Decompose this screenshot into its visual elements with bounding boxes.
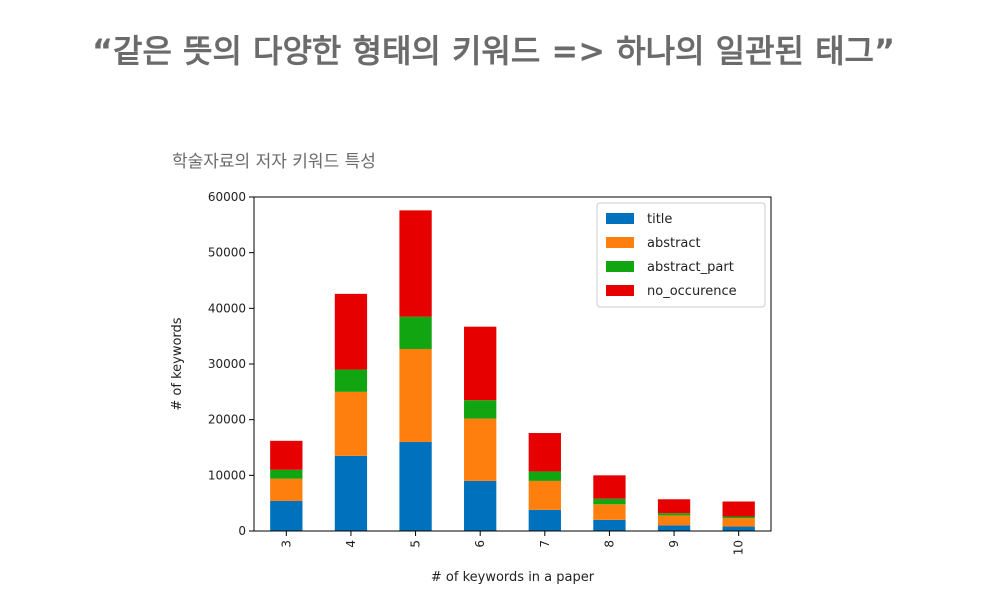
y-axis: 0 10000 20000 30000 40000 50000 60000 — [208, 190, 254, 538]
bar-title-3 — [270, 500, 303, 531]
bar-abstract-part-10 — [722, 516, 755, 519]
bar-no-occurence-6 — [464, 326, 497, 401]
bars-layer — [270, 210, 755, 531]
bar-abstract-6 — [464, 418, 497, 481]
bar-abstract-part-8 — [593, 498, 626, 505]
bar-abstract-10 — [722, 518, 755, 527]
bar-no-occurence-4 — [334, 293, 368, 370]
bar-abstract-part-3 — [270, 469, 303, 479]
y-tick-label: 50000 — [208, 246, 246, 260]
bar-title-9 — [657, 525, 691, 531]
bar-abstract-9 — [657, 515, 691, 526]
y-tick-label: 0 — [238, 524, 246, 538]
bar-no-occurence-9 — [657, 499, 691, 514]
x-tick-label: 9 — [667, 540, 681, 548]
legend-swatch-title — [606, 213, 634, 224]
y-tick-label: 20000 — [208, 413, 246, 427]
legend-swatch-abstract-part — [606, 261, 634, 272]
bar-abstract-5 — [399, 348, 432, 442]
y-tick-label: 40000 — [208, 301, 246, 315]
bar-no-occurence-10 — [722, 501, 755, 517]
legend-label-abstract: abstract — [647, 236, 701, 251]
slide-title: “같은 뜻의 다양한 형태의 키워드 => 하나의 일관된 태그” — [91, 32, 896, 70]
x-tick-label: 3 — [279, 540, 293, 548]
bar-abstract-part-4 — [334, 369, 368, 392]
bar-title-10 — [722, 526, 755, 531]
x-tick-label: 10 — [732, 540, 746, 555]
bar-title-7 — [528, 509, 561, 531]
bar-abstract-part-9 — [657, 513, 691, 516]
legend-label-abstract-part: abstract_part — [647, 260, 734, 275]
y-tick-label: 30000 — [208, 357, 246, 371]
bar-title-6 — [464, 480, 497, 531]
x-tick-label: 6 — [473, 540, 487, 548]
plot-frame — [253, 196, 772, 532]
bar-title-4 — [334, 455, 368, 531]
x-tick-label: 5 — [409, 540, 423, 548]
bar-no-occurence-7 — [528, 433, 561, 472]
x-tick-label: 7 — [538, 540, 552, 548]
y-axis-label: # of keywords — [170, 317, 185, 410]
legend-box — [596, 202, 766, 308]
x-axis: 3 4 5 6 7 8 9 10 — [279, 531, 746, 555]
legend: title abstract abstract_part no_occurence — [596, 202, 766, 308]
y-tick-label: 60000 — [208, 190, 246, 204]
bar-abstract-3 — [270, 478, 303, 501]
bar-abstract-8 — [593, 504, 626, 520]
x-tick-label: 4 — [344, 540, 358, 548]
bar-abstract-part-5 — [399, 316, 432, 349]
bar-title-5 — [399, 441, 432, 531]
bar-abstract-part-7 — [528, 471, 561, 481]
bar-abstract-part-6 — [464, 400, 497, 419]
bar-abstract-7 — [528, 480, 561, 510]
bar-abstract-4 — [334, 391, 368, 456]
legend-swatch-abstract — [606, 237, 634, 248]
x-axis-label: # of keywords in a paper — [431, 570, 595, 585]
bar-no-occurence-8 — [593, 475, 626, 499]
bar-title-8 — [593, 519, 626, 531]
legend-label-title: title — [647, 212, 672, 227]
x-tick-label: 8 — [602, 540, 616, 548]
y-tick-label: 10000 — [208, 468, 246, 482]
chart-title: 학술자료의 저자 키워드 특성 — [172, 152, 376, 172]
legend-swatch-no-occurence — [606, 285, 634, 296]
bar-no-occurence-5 — [399, 210, 432, 317]
bar-no-occurence-3 — [270, 440, 303, 470]
legend-label-no-occurence: no_occurence — [647, 284, 737, 299]
